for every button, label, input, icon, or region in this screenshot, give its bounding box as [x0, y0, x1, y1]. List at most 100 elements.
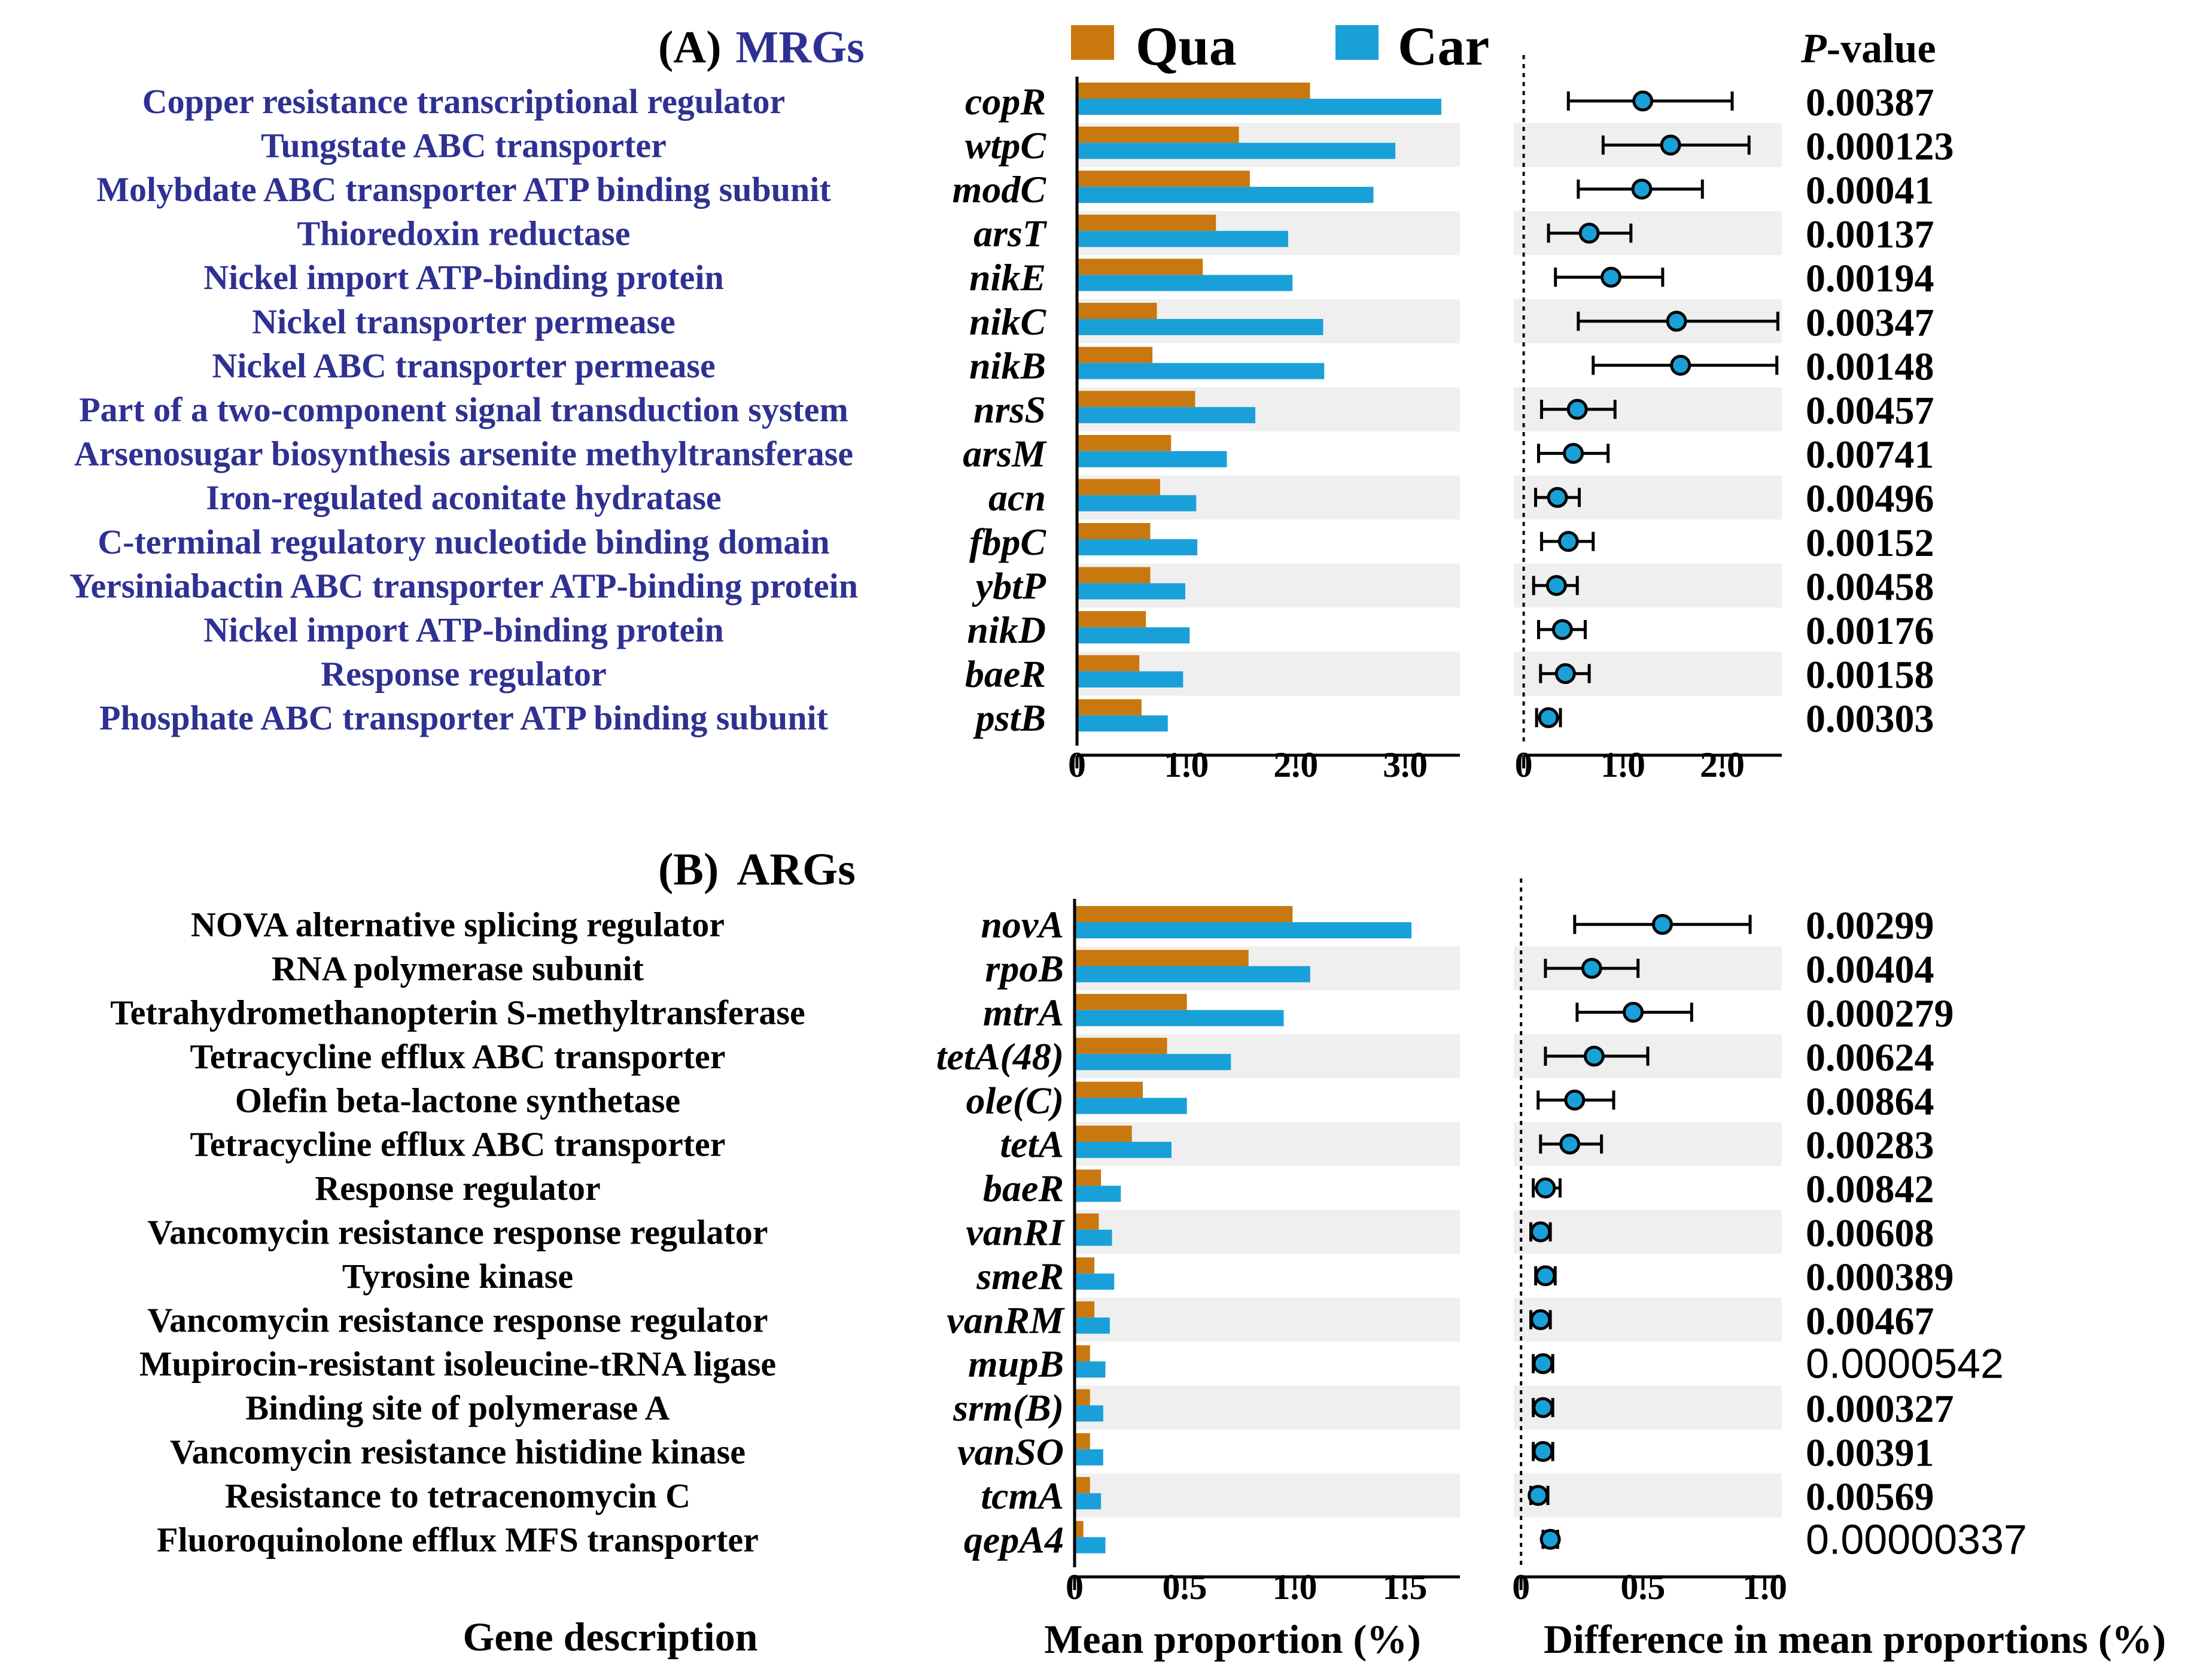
bar-qua-smer: [1075, 1257, 1095, 1274]
panel-a-pvalues: 0.003870.0001230.000410.001370.001940.00…: [1806, 81, 1954, 741]
panel-b-diff-plot: [1528, 914, 1752, 1550]
bar-qua-nrss: [1077, 391, 1195, 408]
bar-qua-qepa4: [1075, 1521, 1084, 1537]
gene-name-nike: nikE: [969, 256, 1046, 299]
pvalue-vanri: 0.00608: [1806, 1212, 1934, 1256]
panel-a-bars: [1077, 83, 1441, 732]
mean-diff-point-vanrm: [1530, 1309, 1551, 1330]
gene-description-modc: Molybdate ABC transporter ATP binding su…: [96, 170, 831, 209]
legend: Qua Car: [1071, 16, 1489, 77]
pvalue-ole-c: 0.00864: [1806, 1080, 1934, 1123]
gene-name-rpob: rpoB: [985, 947, 1064, 990]
mean-diff-point-mtra: [1623, 1002, 1644, 1023]
panel-a-genes: copRwtpCmodCarsTnikEnikCnikBnrsSarsMacnf…: [953, 80, 1048, 739]
bar-qua-teta: [1075, 1126, 1132, 1142]
panel-b-bars: [1075, 906, 1412, 1554]
gene-description-teta: Tetracycline efflux ABC transporter: [190, 1125, 725, 1164]
pvalue-copr: 0.00387: [1806, 81, 1934, 124]
gene-description-vanso: Vancomycin resistance histidine kinase: [170, 1433, 746, 1472]
bar-car-vanso: [1075, 1449, 1103, 1466]
mean-diff-point-teta-48: [1583, 1045, 1605, 1067]
gene-name-vanso: vanSO: [957, 1431, 1064, 1473]
gene-description-baer: Response regulator: [321, 655, 606, 694]
mean-diff-point-arsm: [1563, 443, 1584, 464]
pvalue-wtpc: 0.000123: [1806, 124, 1954, 168]
row-stripe-bar-vanri: [1075, 1209, 1460, 1254]
row-stripe-bar-vanrm: [1075, 1297, 1460, 1342]
gene-name-nikc: nikC: [969, 300, 1046, 343]
mean-diff-point-nike: [1601, 266, 1622, 288]
row-stripe-bar-tcma: [1075, 1473, 1460, 1518]
bar-qua-arst: [1077, 214, 1216, 231]
mean-diff-point-nikc: [1666, 311, 1687, 332]
bar-qua-fbpc: [1077, 523, 1151, 539]
gene-name-ybtp: ybtP: [972, 564, 1046, 607]
gene-description-srm-b: Binding site of polymerase A: [246, 1388, 670, 1427]
gene-description-acn: Iron-regulated aconitate hydratase: [206, 478, 721, 517]
mean-diff-point-mupb: [1532, 1353, 1554, 1375]
bar-x-tick-label-1: 0.5: [1163, 1567, 1207, 1607]
bar-qua-wtpc: [1077, 126, 1239, 143]
pvalue-nrss: 0.00457: [1806, 389, 1934, 433]
mean-diff-point-baer: [1535, 1177, 1556, 1199]
pvalue-header: P-value: [1800, 26, 1936, 72]
gene-description-teta-48: Tetracycline efflux ABC transporter: [190, 1037, 725, 1076]
gene-description-label: Gene description: [463, 1614, 758, 1659]
panel-b-title: (B) ARGs: [658, 844, 856, 895]
bar-qua-teta-48: [1075, 1038, 1167, 1054]
gene-name-baer: baeR: [965, 653, 1046, 695]
mean-diff-point-ole-c: [1564, 1089, 1586, 1111]
bar-car-ole-c: [1075, 1098, 1187, 1114]
mean-diff-point-fbpc: [1557, 531, 1579, 552]
pvalue-teta-48: 0.00624: [1806, 1036, 1934, 1080]
bar-car-nike: [1077, 275, 1293, 291]
panel-a-title: (A) MRGs: [658, 22, 865, 72]
row-stripe-diff-tcma: [1514, 1473, 1782, 1518]
bar-qua-mupb: [1075, 1345, 1090, 1361]
mean-diff-point-smer: [1535, 1265, 1556, 1287]
gene-description-ole-c: Olefin beta-lactone synthetase: [235, 1081, 680, 1120]
panel-b-descriptions: NOVA alternative splicing regulator RNA p…: [110, 905, 805, 1560]
gene-description-arsm: Arsenosugar biosynthesis arsenite methyl…: [74, 434, 853, 473]
pvalue-nova: 0.00299: [1806, 904, 1934, 948]
gene-name-ole-c: ole(C): [966, 1079, 1064, 1121]
mean-diff-point-modc: [1631, 178, 1653, 200]
mean-diff-point-wtpc: [1660, 134, 1681, 156]
bar-car-modc: [1077, 187, 1374, 203]
gene-name-acn: acn: [988, 476, 1046, 519]
gene-description-tcma: Resistance to tetracenomycin C: [225, 1476, 690, 1515]
mean-diff-point-teta: [1559, 1133, 1581, 1155]
mean-diff-point-rpob: [1581, 957, 1602, 979]
bar-car-fbpc: [1077, 539, 1198, 555]
gene-name-wtpc: wtpC: [965, 124, 1046, 166]
bar-qua-srm-b: [1075, 1389, 1090, 1406]
diff-x-tick-label-1: 0.5: [1620, 1567, 1665, 1607]
bar-qua-pstb: [1077, 699, 1142, 716]
gene-name-nrss: nrsS: [973, 388, 1046, 431]
bar-car-copr: [1077, 99, 1441, 115]
pvalue-arst: 0.00137: [1806, 213, 1934, 257]
diff-x-tick-label-0: 0: [1512, 1567, 1530, 1607]
gene-name-arst: arsT: [973, 212, 1048, 255]
pvalue-vanso: 0.00391: [1806, 1431, 1934, 1475]
bar-car-wtpc: [1077, 142, 1396, 159]
bar-qua-baer: [1077, 655, 1140, 671]
bar-qua-nikd: [1077, 611, 1146, 628]
pvalue-nikd: 0.00176: [1806, 609, 1934, 653]
panel-a-name: MRGs: [736, 22, 865, 72]
pvalue-vanrm: 0.00467: [1806, 1299, 1934, 1343]
pvalue-srm-b: 0.000327: [1806, 1387, 1954, 1431]
pvalue-mupb: 0.0000542: [1806, 1340, 2004, 1387]
gene-description-smer: Tyrosine kinase: [342, 1257, 573, 1296]
legend-swatch-car: [1335, 25, 1379, 60]
mean-diff-point-arst: [1578, 223, 1600, 244]
bar-qua-ole-c: [1075, 1081, 1143, 1098]
bar-car-mupb: [1075, 1361, 1106, 1378]
bar-qua-baer: [1075, 1169, 1102, 1186]
gene-description-nova: NOVA alternative splicing regulator: [191, 905, 725, 944]
gene-name-smer: smeR: [976, 1255, 1064, 1297]
legend-label-qua: Qua: [1136, 16, 1237, 77]
gene-description-wtpc: Tungstate ABC transporter: [261, 126, 667, 165]
bar-qua-acn: [1077, 479, 1160, 496]
